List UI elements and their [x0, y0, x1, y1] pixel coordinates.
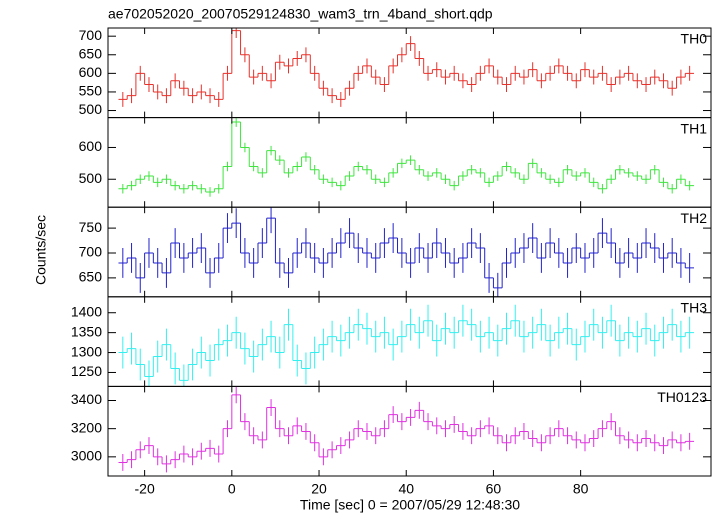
y-tick-label: 500	[79, 170, 103, 186]
panel-frame	[107, 27, 712, 119]
y-tick-label: 1400	[71, 303, 102, 319]
panel-frame	[107, 117, 712, 208]
y-tick-label: 500	[79, 101, 103, 117]
panel-label: TH0123	[657, 389, 707, 405]
y-tick-label: 3000	[71, 448, 102, 464]
y-tick-label: 600	[79, 138, 103, 154]
panel-label: TH2	[681, 210, 708, 226]
x-tick-label: 80	[573, 481, 589, 497]
x-tick-label: 60	[486, 481, 502, 497]
y-tick-label: 650	[79, 269, 103, 285]
y-tick-label: 650	[79, 45, 103, 61]
panel-label: TH1	[681, 120, 708, 136]
x-tick-label: 0	[228, 481, 236, 497]
y-tick-label: 700	[79, 244, 103, 260]
x-tick-label: 40	[398, 481, 414, 497]
x-tick-label: 20	[311, 481, 327, 497]
y-tick-label: 700	[79, 27, 103, 43]
x-tick-label: -20	[135, 481, 155, 497]
y-tick-label: 3400	[71, 391, 102, 407]
y-tick-label: 550	[79, 83, 103, 99]
panel-label: TH0	[681, 31, 708, 47]
panel-frame	[107, 385, 712, 477]
y-tick-label: 1250	[71, 363, 102, 379]
x-axis-label: Time [sec] 0 = 2007/05/29 12:48:30	[300, 497, 520, 513]
y-tick-label: 3200	[71, 419, 102, 435]
y-tick-label: 1350	[71, 323, 102, 339]
panel-frame	[107, 296, 712, 387]
panel-label: TH3	[681, 300, 708, 316]
y-tick-label: 1300	[71, 343, 102, 359]
y-tick-label: 750	[79, 219, 103, 235]
y-axis-label: Counts/sec	[33, 215, 49, 285]
panel-frame	[107, 206, 712, 298]
chart-title: ae702052020_20070529124830_wam3_trn_4ban…	[108, 6, 493, 22]
y-tick-label: 600	[79, 64, 103, 80]
